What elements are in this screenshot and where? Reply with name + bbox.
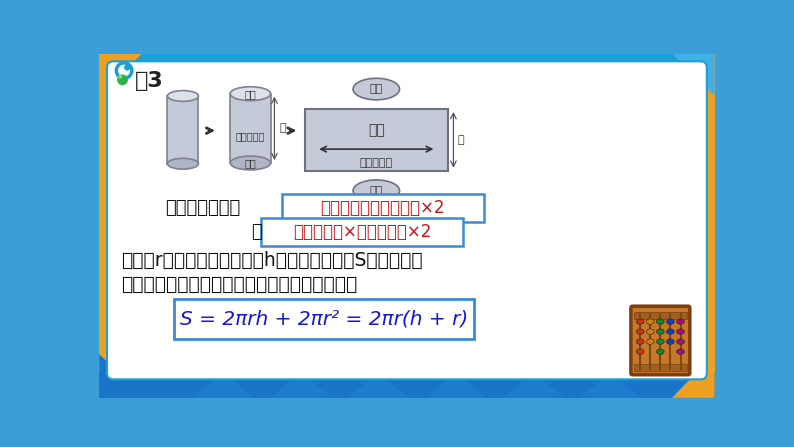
Text: 高: 高 [457, 135, 464, 145]
Text: 表面积，那么圆柱表面积的计算公式可以写成：: 表面积，那么圆柱表面积的计算公式可以写成： [121, 275, 357, 294]
Bar [700, 54, 715, 398]
Ellipse shape [353, 180, 399, 202]
Bar [305, 109, 448, 171]
Polygon shape [192, 373, 254, 398]
Ellipse shape [230, 87, 271, 101]
Polygon shape [425, 373, 487, 398]
Polygon shape [270, 373, 332, 398]
FancyBboxPatch shape [631, 306, 690, 375]
Ellipse shape [646, 319, 654, 324]
Ellipse shape [657, 349, 665, 354]
Bar [168, 96, 198, 164]
Text: 底面: 底面 [370, 84, 383, 94]
Text: 高: 高 [279, 123, 286, 133]
Ellipse shape [646, 339, 654, 344]
Ellipse shape [646, 329, 654, 334]
Ellipse shape [118, 75, 122, 79]
Polygon shape [347, 373, 409, 398]
Text: 圆柱的表面积＝: 圆柱的表面积＝ [165, 198, 241, 217]
Ellipse shape [657, 329, 665, 334]
Text: 如果用r表示底面圆的半径，h表示圆柱的高，S表示圆柱的: 如果用r表示底面圆的半径，h表示圆柱的高，S表示圆柱的 [121, 250, 422, 270]
Text: 底面的周长: 底面的周长 [360, 158, 393, 168]
Text: S = 2πrh + 2πr² = 2πr(h + r): S = 2πrh + 2πr² = 2πr(h + r) [180, 310, 468, 329]
Bar [634, 364, 687, 371]
Ellipse shape [676, 329, 684, 334]
Bar [99, 54, 114, 398]
Ellipse shape [124, 64, 130, 71]
Polygon shape [503, 373, 565, 398]
Ellipse shape [666, 329, 674, 334]
Polygon shape [99, 354, 142, 398]
Text: 例3: 例3 [135, 72, 164, 91]
Polygon shape [580, 373, 642, 398]
FancyBboxPatch shape [261, 219, 463, 246]
FancyBboxPatch shape [107, 61, 707, 380]
Bar [99, 373, 715, 398]
Text: 底面的周长×高＋底面积×2: 底面的周长×高＋底面积×2 [293, 224, 431, 241]
Ellipse shape [168, 91, 198, 101]
Ellipse shape [676, 339, 684, 344]
Ellipse shape [353, 78, 399, 100]
Ellipse shape [636, 339, 644, 344]
Ellipse shape [676, 349, 684, 354]
Ellipse shape [230, 156, 271, 170]
Ellipse shape [636, 329, 644, 334]
Text: 侧面: 侧面 [368, 124, 384, 138]
FancyBboxPatch shape [175, 299, 473, 339]
Ellipse shape [657, 319, 665, 324]
Bar [230, 94, 271, 163]
Text: 底面: 底面 [245, 158, 256, 168]
Polygon shape [672, 54, 715, 96]
Polygon shape [99, 54, 142, 96]
Ellipse shape [168, 158, 198, 169]
Ellipse shape [666, 319, 674, 324]
Text: 底面的周长: 底面的周长 [236, 131, 265, 141]
Text: ＝: ＝ [251, 224, 262, 241]
FancyBboxPatch shape [282, 194, 484, 222]
Bar [99, 54, 715, 67]
Text: 底面: 底面 [370, 186, 383, 196]
Ellipse shape [636, 349, 644, 354]
Ellipse shape [676, 319, 684, 324]
Text: 圆柱的侧面积＋底面积×2: 圆柱的侧面积＋底面积×2 [321, 198, 445, 217]
Ellipse shape [636, 319, 644, 324]
Ellipse shape [117, 75, 128, 85]
Bar [634, 312, 687, 319]
Polygon shape [672, 354, 715, 398]
Ellipse shape [666, 339, 674, 344]
Ellipse shape [657, 339, 665, 344]
Text: 底面: 底面 [245, 89, 256, 99]
